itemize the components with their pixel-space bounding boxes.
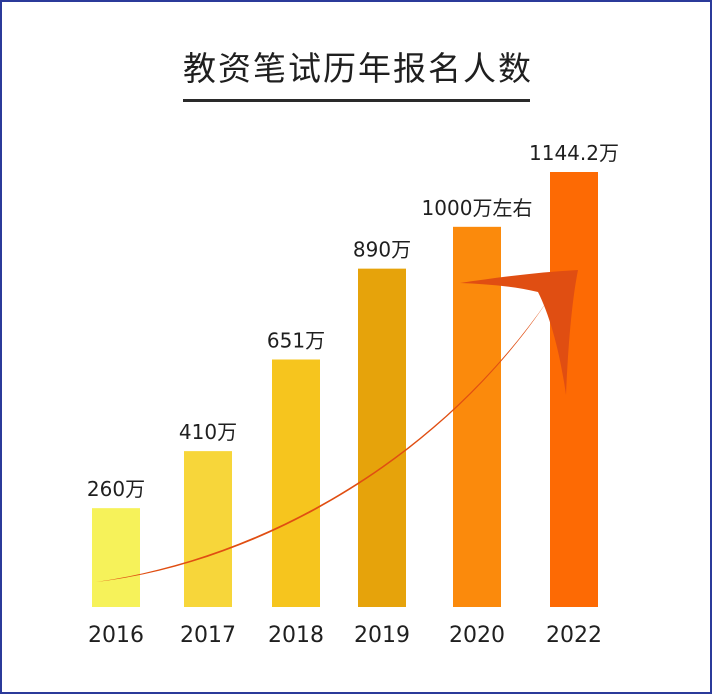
x-tick-2016: 2016 [88,623,144,648]
bar-2018 [272,359,320,607]
x-tick-2019: 2019 [354,623,410,648]
bar-2017 [184,451,232,607]
x-tick-labels-group: 2016 2017 2018 2019 2020 2022 [88,623,602,648]
trend-arrow-head [460,270,578,395]
bars-group [92,172,598,607]
data-label-2017: 410万 [179,420,237,444]
title-underline [183,99,530,102]
data-label-2019: 890万 [353,238,411,262]
x-tick-2020: 2020 [449,623,505,648]
bar-2022 [550,172,598,607]
data-label-2020: 1000万左右 [422,196,533,220]
data-label-2022: 1144.2万 [529,141,619,165]
bar-2016 [92,508,140,607]
data-labels-group: 260万 410万 651万 890万 1000万左右 1144.2万 [87,141,619,501]
data-label-2016: 260万 [87,477,145,501]
chart-title: 教资笔试历年报名人数 [183,49,533,88]
x-tick-2018: 2018 [268,623,324,648]
bar-2020 [453,226,501,607]
data-label-2018: 651万 [267,329,325,353]
x-tick-2022: 2022 [546,623,602,648]
bar-2019 [358,268,406,607]
x-tick-2017: 2017 [180,623,236,648]
trend-arrow [96,270,578,582]
